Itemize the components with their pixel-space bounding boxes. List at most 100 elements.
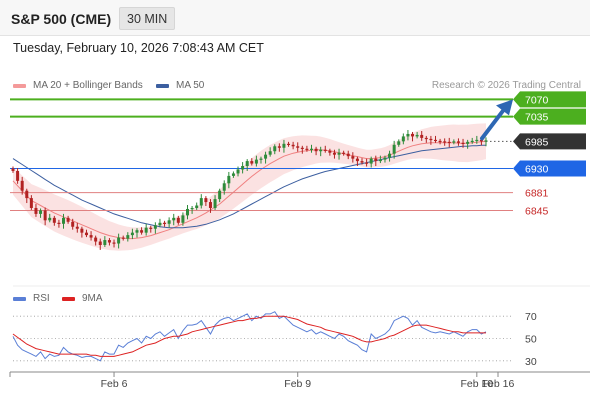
candle — [186, 205, 190, 220]
candle — [112, 239, 116, 248]
candle-body — [241, 166, 245, 170]
candle — [259, 156, 263, 164]
candle — [222, 180, 226, 195]
candle-body — [429, 138, 433, 141]
candle — [415, 131, 419, 139]
candle-body — [227, 175, 231, 184]
candle-body — [447, 141, 451, 144]
ma20-label: MA 20 + Bollinger Bands — [33, 80, 143, 91]
candle — [57, 219, 61, 228]
candle — [305, 145, 309, 152]
candle — [466, 139, 470, 149]
candle — [383, 155, 387, 163]
candle-body — [466, 141, 470, 144]
rsi-tick-label: 70 — [525, 311, 537, 323]
candle — [328, 148, 332, 156]
candle — [484, 137, 488, 147]
candle — [20, 176, 24, 195]
candle-body — [470, 140, 474, 143]
candle-body — [355, 158, 359, 162]
candle-body — [29, 198, 33, 208]
candle — [34, 204, 38, 217]
candle — [420, 130, 424, 141]
candle — [241, 162, 245, 174]
candle-body — [75, 226, 79, 229]
candle — [135, 228, 139, 238]
resistance-1-tag-label: 7035 — [525, 112, 549, 124]
candle — [374, 155, 378, 167]
candle-body — [254, 159, 258, 164]
candle-body — [268, 151, 272, 155]
candle-body — [319, 149, 323, 152]
rsi-9ma-line — [12, 315, 486, 357]
timeframe-button[interactable]: 30 MIN — [119, 7, 176, 30]
resistance-1-tag — [513, 108, 586, 125]
candle — [268, 147, 272, 157]
candle-body — [208, 202, 212, 208]
candle-body — [245, 161, 249, 167]
candle-body — [103, 240, 107, 245]
candle-body — [218, 190, 222, 200]
candle-body — [195, 205, 199, 208]
candle — [204, 196, 208, 206]
candle — [43, 207, 47, 226]
x-tick-label: Feb 16 — [482, 378, 515, 390]
candle-body — [378, 159, 382, 162]
candle — [346, 150, 350, 160]
candle — [475, 135, 479, 144]
candle-body — [383, 157, 387, 160]
candle — [319, 146, 323, 157]
candle — [62, 213, 66, 229]
candle-body — [415, 134, 419, 137]
candle-body — [323, 149, 327, 151]
candle — [342, 150, 346, 156]
x-tick-label: Feb 6 — [101, 378, 128, 390]
candle-body — [20, 180, 24, 191]
candle-body — [135, 230, 139, 233]
symbol-title: S&P 500 (CME) — [11, 11, 112, 27]
candle — [39, 208, 43, 218]
candle — [236, 166, 240, 177]
candle-body — [186, 208, 190, 216]
candle — [94, 235, 98, 246]
candle — [351, 152, 355, 163]
candle-body — [84, 232, 88, 236]
candle-body — [314, 148, 318, 152]
candle-body — [121, 237, 125, 239]
candle — [52, 215, 56, 226]
candle-body — [25, 190, 29, 199]
candle-body — [34, 207, 38, 214]
candle — [126, 232, 130, 242]
candle-body — [296, 146, 300, 148]
candle-body — [273, 146, 277, 152]
candle — [163, 220, 167, 227]
candle-body — [287, 143, 291, 146]
candle — [456, 138, 460, 146]
candle-body — [401, 136, 405, 142]
candle — [277, 143, 281, 152]
candle — [66, 215, 70, 224]
candle-body — [199, 198, 203, 206]
candle-body — [291, 144, 295, 147]
candle — [300, 145, 304, 154]
candle-body — [250, 161, 254, 164]
candle-body — [277, 146, 281, 148]
candle — [98, 238, 102, 250]
candle-body — [443, 141, 447, 143]
current-tag-label: 6985 — [525, 136, 549, 148]
candle-body — [98, 241, 102, 245]
candle — [213, 195, 217, 210]
candle — [424, 135, 428, 143]
candle-body — [309, 148, 313, 150]
support-2-tag-label: 6845 — [525, 205, 549, 217]
timestamp: Tuesday, February 10, 2026 7:08:43 AM CE… — [13, 41, 264, 55]
candle — [332, 149, 336, 159]
candle — [254, 155, 258, 167]
candle — [264, 151, 268, 164]
candle-body — [406, 133, 410, 137]
candle — [16, 168, 20, 184]
candle-body — [213, 199, 217, 208]
resistance-2-tag-label: 7070 — [525, 94, 549, 106]
candle-body — [484, 140, 488, 142]
